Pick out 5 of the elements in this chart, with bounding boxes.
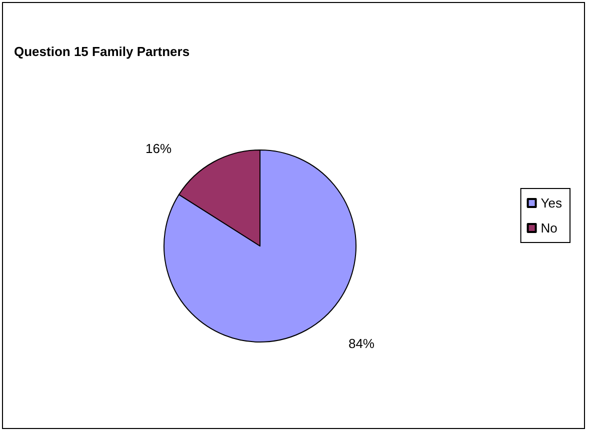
- data-label: 84%: [348, 336, 375, 351]
- data-label: 16%: [145, 141, 172, 156]
- chart-title: Question 15 Family Partners: [14, 44, 190, 59]
- legend-label: No: [540, 220, 558, 236]
- legend-label: Yes: [540, 196, 562, 210]
